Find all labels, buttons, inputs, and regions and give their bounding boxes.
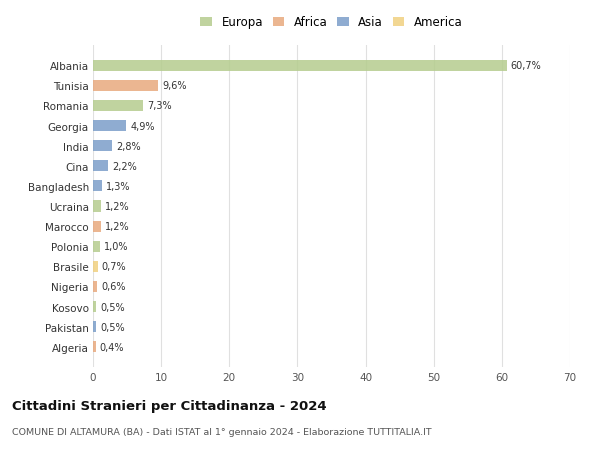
Text: 0,5%: 0,5% bbox=[100, 302, 125, 312]
Legend: Europa, Africa, Asia, America: Europa, Africa, Asia, America bbox=[200, 17, 463, 29]
Text: Cittadini Stranieri per Cittadinanza - 2024: Cittadini Stranieri per Cittadinanza - 2… bbox=[12, 399, 326, 412]
Text: 2,8%: 2,8% bbox=[116, 141, 141, 151]
Text: 4,9%: 4,9% bbox=[130, 121, 155, 131]
Bar bbox=[93, 302, 97, 313]
Text: 1,0%: 1,0% bbox=[104, 242, 128, 252]
Bar bbox=[93, 201, 101, 212]
Bar bbox=[93, 181, 102, 192]
Bar bbox=[93, 241, 100, 252]
Bar bbox=[93, 121, 127, 132]
Text: 60,7%: 60,7% bbox=[511, 61, 541, 71]
Bar bbox=[93, 221, 101, 232]
Bar bbox=[93, 61, 506, 72]
Text: 0,5%: 0,5% bbox=[100, 322, 125, 332]
Text: 9,6%: 9,6% bbox=[163, 81, 187, 91]
Text: 0,4%: 0,4% bbox=[100, 342, 124, 352]
Text: COMUNE DI ALTAMURA (BA) - Dati ISTAT al 1° gennaio 2024 - Elaborazione TUTTITALI: COMUNE DI ALTAMURA (BA) - Dati ISTAT al … bbox=[12, 427, 431, 436]
Text: 0,7%: 0,7% bbox=[102, 262, 127, 272]
Bar bbox=[93, 161, 108, 172]
Bar bbox=[93, 321, 97, 332]
Text: 1,2%: 1,2% bbox=[105, 202, 130, 212]
Text: 0,6%: 0,6% bbox=[101, 282, 125, 292]
Bar bbox=[93, 101, 143, 112]
Text: 2,2%: 2,2% bbox=[112, 162, 137, 171]
Text: 1,2%: 1,2% bbox=[105, 222, 130, 232]
Bar bbox=[93, 81, 158, 92]
Text: 1,3%: 1,3% bbox=[106, 181, 130, 191]
Bar bbox=[93, 341, 96, 353]
Bar bbox=[93, 261, 98, 272]
Text: 7,3%: 7,3% bbox=[147, 101, 172, 111]
Bar bbox=[93, 281, 97, 292]
Bar bbox=[93, 141, 112, 152]
